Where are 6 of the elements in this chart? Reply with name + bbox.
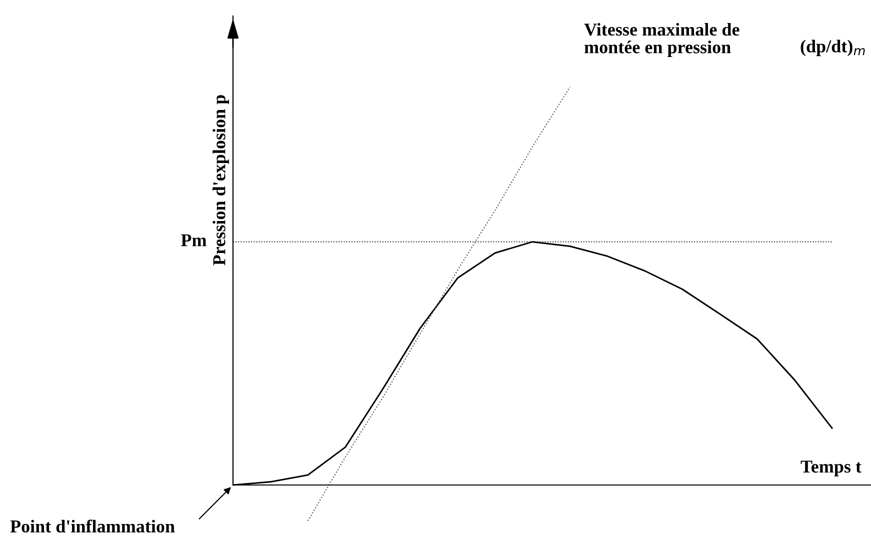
x-axis-title: Temps t: [800, 460, 862, 476]
text: (dp/dt)$_{m}$: [800, 40, 865, 56]
y-axis-title: Pression d'explosion p: [212, 95, 229, 266]
text: Vitesse maximale de montée en pression: [584, 22, 740, 58]
ref-line-label: Pm: [181, 234, 206, 246]
text: Point d'inflammation: [10, 520, 175, 533]
